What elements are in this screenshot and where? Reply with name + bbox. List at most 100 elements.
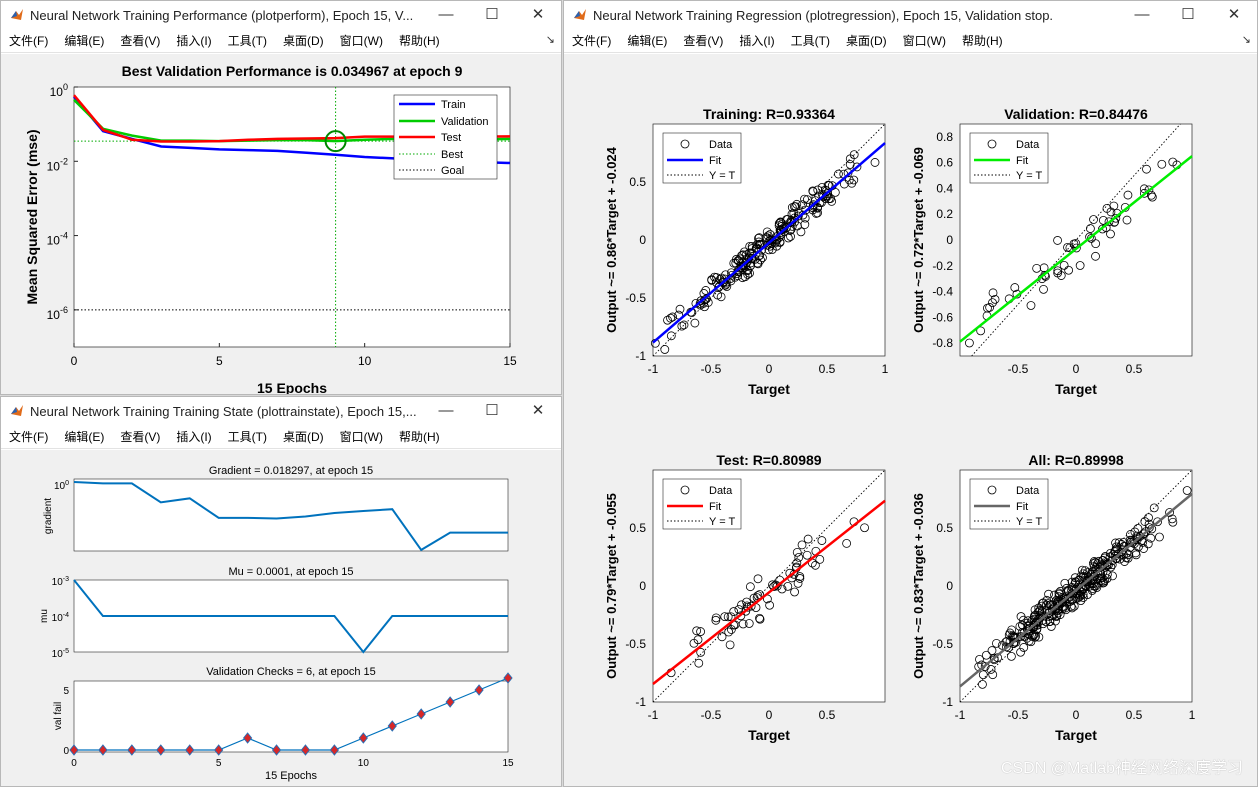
y-tick-label: 0.2 xyxy=(936,207,953,221)
data-point xyxy=(1118,545,1128,555)
maximize-button[interactable]: ☐ xyxy=(485,6,499,23)
data-point xyxy=(987,646,997,655)
valfail-marker xyxy=(214,744,224,756)
data-point xyxy=(746,601,756,611)
chart-title: Best Validation Performance is 0.034967 … xyxy=(122,63,463,79)
data-point xyxy=(1022,618,1032,628)
data-point xyxy=(1087,579,1096,589)
menu-tools[interactable]: 工具(T) xyxy=(790,34,830,48)
x-axis-label: 15 Epochs xyxy=(257,380,327,394)
data-point xyxy=(1106,229,1115,239)
data-point xyxy=(710,272,719,282)
x-axis-label: Target xyxy=(1055,381,1097,397)
data-point xyxy=(1098,224,1107,234)
menu-help[interactable]: 帮助(H) xyxy=(398,430,440,444)
valfail-x-tick: 15 xyxy=(502,758,514,769)
regression-window: Neural Network Training Regression (plot… xyxy=(563,0,1258,787)
data-point xyxy=(1010,283,1020,292)
close-button[interactable]: ✕ xyxy=(1227,6,1241,23)
valfail-marker xyxy=(300,744,311,756)
menu-edit[interactable]: 编辑(E) xyxy=(64,34,105,48)
menu-window[interactable]: 窗口(W) xyxy=(339,34,383,48)
menu-view[interactable]: 查看(V) xyxy=(683,34,724,48)
data-point xyxy=(798,210,808,220)
data-point xyxy=(1130,527,1140,537)
mu-ylabel: mu xyxy=(39,609,50,623)
menu-window[interactable]: 窗口(W) xyxy=(339,430,383,444)
legend-identity: Y = T xyxy=(1016,516,1042,528)
menu-insert[interactable]: 插入(I) xyxy=(739,34,775,48)
menu-edit[interactable]: 编辑(E) xyxy=(627,34,668,48)
data-point xyxy=(1053,266,1063,276)
regression-menubar: 文件(F) 编辑(E) 查看(V) 插入(I) 工具(T) 桌面(D) 窗口(W… xyxy=(564,29,1257,53)
data-point xyxy=(1064,265,1074,275)
y-tick-label: -0.4 xyxy=(932,285,953,299)
close-button[interactable]: ✕ xyxy=(531,6,545,23)
menu-help[interactable]: 帮助(H) xyxy=(961,34,1003,48)
data-point xyxy=(847,178,857,188)
menu-view[interactable]: 查看(V) xyxy=(120,34,161,48)
data-point xyxy=(666,331,676,341)
menu-desktop[interactable]: 桌面(D) xyxy=(282,430,324,444)
minimize-button[interactable]: — xyxy=(438,6,454,23)
data-point xyxy=(733,255,743,265)
data-point xyxy=(1052,612,1061,622)
data-point xyxy=(695,299,705,308)
dock-icon[interactable]: ↘ xyxy=(1241,34,1251,46)
close-button[interactable]: ✕ xyxy=(531,402,545,419)
menu-file[interactable]: 文件(F) xyxy=(572,34,612,48)
fit-line xyxy=(959,155,1193,343)
data-point xyxy=(796,227,806,237)
menu-tools[interactable]: 工具(T) xyxy=(227,430,267,444)
dock-icon[interactable]: ↘ xyxy=(545,34,555,46)
regression-charts: Training: R=0.93364 Target Output ~= 0.86*… xyxy=(604,106,1196,743)
data-point xyxy=(981,650,991,660)
data-point xyxy=(792,547,802,557)
menu-insert[interactable]: 插入(I) xyxy=(176,430,212,444)
data-point xyxy=(870,158,880,167)
menu-insert[interactable]: 插入(I) xyxy=(176,34,212,48)
data-point xyxy=(776,217,785,227)
maximize-button[interactable]: ☐ xyxy=(485,402,499,419)
perform-titlebar[interactable]: Neural Network Training Performance (plo… xyxy=(1,1,561,29)
menu-window[interactable]: 窗口(W) xyxy=(902,34,946,48)
maximize-button[interactable]: ☐ xyxy=(1181,6,1195,23)
x-axis-label: Target xyxy=(748,381,790,397)
data-point xyxy=(1059,260,1069,270)
x-tick-label: 10 xyxy=(358,354,372,368)
data-point xyxy=(1016,612,1026,621)
data-point xyxy=(800,220,810,229)
legend-data: Data xyxy=(709,139,733,151)
minimize-button[interactable]: — xyxy=(438,402,454,419)
x-tick-label: 0.5 xyxy=(819,708,836,722)
menu-tools[interactable]: 工具(T) xyxy=(227,34,267,48)
data-point xyxy=(988,288,998,298)
menu-edit[interactable]: 编辑(E) xyxy=(64,430,105,444)
valfail-marker xyxy=(185,744,195,756)
data-point xyxy=(1157,159,1167,169)
menu-desktop[interactable]: 桌面(D) xyxy=(282,34,324,48)
data-point xyxy=(813,208,822,218)
regression-titlebar[interactable]: Neural Network Training Regression (plot… xyxy=(564,1,1257,29)
menu-file[interactable]: 文件(F) xyxy=(9,430,49,444)
data-point xyxy=(813,185,823,195)
menu-help[interactable]: 帮助(H) xyxy=(398,34,440,48)
data-point xyxy=(1029,631,1039,640)
data-point xyxy=(802,550,812,560)
menu-file[interactable]: 文件(F) xyxy=(9,34,49,48)
data-point xyxy=(783,233,793,243)
data-point xyxy=(1104,217,1114,227)
menu-view[interactable]: 查看(V) xyxy=(120,430,161,444)
minimize-button[interactable]: — xyxy=(1134,6,1150,23)
data-point xyxy=(1019,643,1029,652)
perform-window: Neural Network Training Performance (plo… xyxy=(0,0,562,395)
identity-line xyxy=(652,469,886,703)
data-point xyxy=(790,217,799,227)
menu-desktop[interactable]: 桌面(D) xyxy=(845,34,887,48)
data-point xyxy=(1153,517,1162,527)
data-point xyxy=(1139,188,1149,198)
matlab-icon xyxy=(574,9,586,20)
state-titlebar[interactable]: Neural Network Training Training State (… xyxy=(1,397,561,425)
y-tick-label: 0.5 xyxy=(629,521,646,535)
state-window: Neural Network Training Training State (… xyxy=(0,396,562,787)
